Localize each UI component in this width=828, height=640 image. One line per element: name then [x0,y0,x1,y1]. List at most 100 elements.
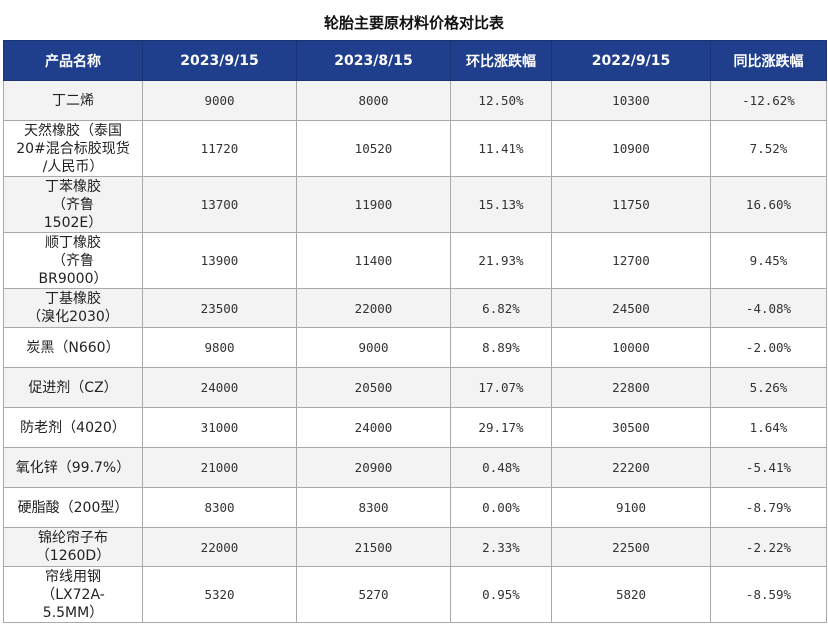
cell-yoy-change: -8.59% [710,566,827,623]
cell-price-2023-8-15: 20500 [296,367,451,408]
cell-price-2023-8-15: 11900 [296,176,451,233]
cell-price-2023-8-15: 21500 [296,527,451,567]
cell-yoy-change: -2.22% [710,527,827,567]
cell-price-2023-8-15: 11400 [296,232,451,289]
cell-price-2022-9-15: 11750 [551,176,711,233]
cell-price-2022-9-15: 5820 [551,566,711,623]
cell-price-2023-8-15: 5270 [296,566,451,623]
cell-price-2023-9-15: 21000 [142,447,297,488]
cell-price-2023-9-15: 9800 [142,327,297,368]
cell-price-2022-9-15: 22500 [551,527,711,567]
cell-price-2023-9-15: 24000 [142,367,297,408]
cell-price-2023-9-15: 13700 [142,176,297,233]
table-row: 促进剂（CZ） 24000 20500 17.07% 22800 5.26% [3,367,827,408]
cell-price-2022-9-15: 10300 [551,80,711,121]
cell-price-2023-8-15: 20900 [296,447,451,488]
cell-product-name: 丁苯橡胶 （齐鲁 1502E） [3,176,143,233]
cell-price-2023-9-15: 22000 [142,527,297,567]
cell-price-2022-9-15: 10000 [551,327,711,368]
cell-yoy-change: 16.60% [710,176,827,233]
cell-product-name: 锦纶帘子布 （1260D） [3,527,143,567]
cell-product-name: 顺丁橡胶 （齐鲁 BR9000） [3,232,143,289]
product-name-line: （齐鲁 [52,252,94,269]
header-date-2023-9-15: 2023/9/15 [142,40,297,81]
cell-mom-change: 21.93% [450,232,552,289]
cell-price-2023-8-15: 24000 [296,407,451,448]
table-row: 炭黑（N660） 9800 9000 8.89% 10000 -2.00% [3,327,827,368]
product-name-line: 防老剂（4020） [20,419,126,436]
cell-mom-change: 0.95% [450,566,552,623]
cell-price-2023-9-15: 13900 [142,232,297,289]
product-name-line: 氧化锌（99.7%） [15,459,131,476]
product-name-line: 丁苯橡胶 [45,178,101,195]
header-date-2022-9-15: 2022/9/15 [551,40,711,81]
cell-product-name: 丁二烯 [3,80,143,121]
cell-mom-change: 12.50% [450,80,552,121]
cell-price-2023-8-15: 8000 [296,80,451,121]
cell-product-name: 炭黑（N660） [3,327,143,368]
page-title: 轮胎主要原材料价格对比表 [323,14,504,32]
product-name-line: BR9000） [38,270,108,287]
product-name-line: 炭黑（N660） [26,339,120,356]
table-row: 防老剂（4020） 31000 24000 29.17% 30500 1.64% [3,407,827,448]
cell-yoy-change: 7.52% [710,120,827,177]
header-date-2023-8-15: 2023/8/15 [296,40,451,81]
table-row: 天然橡胶（泰国 20#混合标胶现货/人民币） 11720 10520 11.41% 109… [3,120,827,177]
cell-price-2022-9-15: 22200 [551,447,711,488]
product-name-line: 锦纶帘子布 [38,530,108,546]
cell-yoy-change: -12.62% [710,80,827,121]
cell-mom-change: 17.07% [450,367,552,408]
cell-mom-change: 2.33% [450,527,552,567]
cell-price-2022-9-15: 12700 [551,232,711,289]
cell-product-name: 促进剂（CZ） [3,367,143,408]
cell-yoy-change: 5.26% [710,367,827,408]
cell-price-2023-8-15: 10520 [296,120,451,177]
product-name-line: （LX72A- [41,586,105,603]
cell-yoy-change: -4.08% [710,288,827,328]
cell-price-2023-9-15: 23500 [142,288,297,328]
cell-price-2023-9-15: 5320 [142,566,297,623]
product-name-line: 硬脂酸（200型） [17,499,129,516]
product-name-line: 丁二烯 [52,92,94,109]
product-name-line: 帘线用钢 [45,568,101,585]
product-name-line: （齐鲁 [52,196,94,213]
product-name-line: （溴化2030） [27,309,119,325]
table-row: 丁苯橡胶 （齐鲁 1502E） 13700 11900 15.13% 11750 16.60% [3,176,827,233]
cell-mom-change: 15.13% [450,176,552,233]
cell-price-2022-9-15: 9100 [551,487,711,528]
cell-yoy-change: -5.41% [710,447,827,488]
product-name-line: 顺丁橡胶 [45,234,101,251]
cell-yoy-change: 1.64% [710,407,827,448]
table-row: 顺丁橡胶 （齐鲁 BR9000） 13900 11400 21.93% 12700 9.45% [3,232,827,289]
cell-product-name: 丁基橡胶 （溴化2030） [3,288,143,328]
product-name-line: 天然橡胶（泰国 [24,122,122,139]
table-row: 氧化锌（99.7%） 21000 20900 0.48% 22200 -5.41% [3,447,827,488]
cell-mom-change: 0.48% [450,447,552,488]
cell-price-2022-9-15: 30500 [551,407,711,448]
table-row: 帘线用钢 （LX72A- 5.5MM） 5320 5270 0.95% 5820 -8.59% [3,566,827,623]
price-comparison-table: 产品名称 2023/9/15 2023/8/15 环比涨跌幅 2022/9/15… [3,40,827,623]
cell-product-name: 天然橡胶（泰国 20#混合标胶现货/人民币） [3,120,143,177]
cell-mom-change: 6.82% [450,288,552,328]
cell-price-2022-9-15: 10900 [551,120,711,177]
cell-product-name: 氧化锌（99.7%） [3,447,143,488]
cell-mom-change: 8.89% [450,327,552,368]
header-mom-change: 环比涨跌幅 [450,40,552,81]
product-name-line: （1260D） [35,548,111,564]
cell-mom-change: 11.41% [450,120,552,177]
cell-product-name: 防老剂（4020） [3,407,143,448]
cell-yoy-change: -2.00% [710,327,827,368]
table-row: 丁二烯 9000 8000 12.50% 10300 -12.62% [3,80,827,121]
table-row: 锦纶帘子布 （1260D） 22000 21500 2.33% 22500 -2.22% [3,527,827,567]
table-row: 丁基橡胶 （溴化2030） 23500 22000 6.82% 24500 -4.08% [3,288,827,328]
cell-price-2023-8-15: 9000 [296,327,451,368]
cell-price-2023-9-15: 11720 [142,120,297,177]
cell-price-2023-9-15: 31000 [142,407,297,448]
cell-product-name: 硬脂酸（200型） [3,487,143,528]
table-header-row: 产品名称 2023/9/15 2023/8/15 环比涨跌幅 2022/9/15… [3,40,827,81]
header-product-name: 产品名称 [3,40,143,81]
cell-product-name: 帘线用钢 （LX72A- 5.5MM） [3,566,143,623]
product-name-line: 1502E） [43,214,103,231]
cell-price-2023-8-15: 22000 [296,288,451,328]
cell-price-2023-8-15: 8300 [296,487,451,528]
